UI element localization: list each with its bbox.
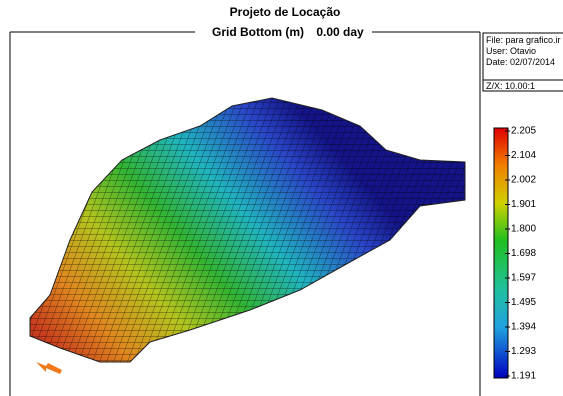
viewer: Projeto de Locação Grid Bottom (m) 0.00 … — [0, 0, 563, 396]
colorbar-label: 1.293 — [511, 346, 536, 357]
colorbar-label: 2.002 — [511, 175, 536, 186]
info-file: File: para grafico.ir — [486, 35, 561, 45]
title: Projeto de Locação — [230, 5, 341, 19]
info-date: Date: 02/07/2014 — [486, 57, 555, 67]
axis-arrow — [36, 362, 62, 374]
colorbar-label: 2.104 — [511, 150, 536, 161]
colorbar-label: 2.205 — [511, 126, 536, 137]
info-user: User: Otavio — [486, 46, 536, 56]
colorbar-label: 1.901 — [511, 199, 536, 210]
colorbar-label: 1.394 — [511, 322, 536, 333]
screen: Projeto de Locação Grid Bottom (m) 0.00 … — [0, 0, 563, 396]
info-scale: Z/X: 10.00:1 — [486, 81, 535, 91]
colorbar-label: 1.698 — [511, 248, 536, 259]
subtitle: Grid Bottom (m) — [212, 25, 304, 39]
colorbar-label: 1.495 — [511, 297, 536, 308]
colorbar-label: 1.800 — [511, 224, 536, 235]
time: 0.00 day — [316, 25, 364, 39]
grid-model — [30, 98, 465, 362]
colorbar-label: 1.191 — [511, 371, 536, 382]
colorbar-label: 1.597 — [511, 273, 536, 284]
